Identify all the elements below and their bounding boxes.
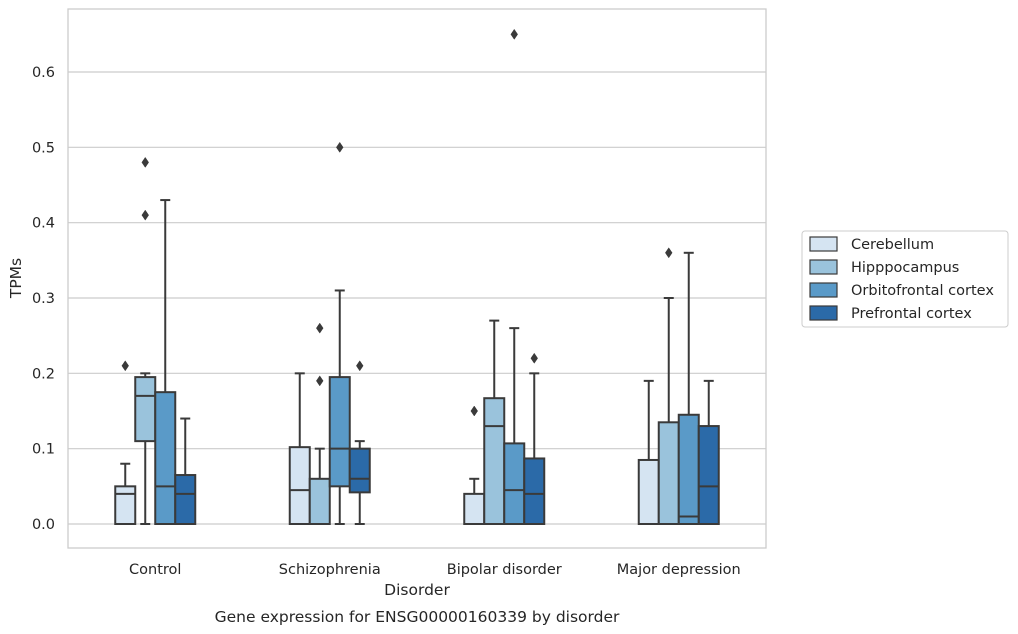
legend-swatch	[809, 236, 838, 252]
box-body	[174, 474, 197, 525]
box-prefrontal-cortex	[174, 417, 197, 525]
legend-swatch	[809, 259, 838, 275]
box-hipppocampus	[657, 247, 680, 525]
outlier-point	[316, 375, 324, 387]
box-body	[154, 391, 177, 525]
box-body	[328, 376, 351, 488]
box-prefrontal-cortex	[523, 352, 546, 525]
legend-swatch	[809, 305, 838, 321]
outlier-point	[530, 352, 538, 364]
outlier-point	[121, 360, 129, 372]
box-orbitofrontal-cortex	[503, 28, 526, 526]
box-hipppocampus	[134, 156, 157, 525]
y-tick-label: 0.5	[32, 140, 55, 156]
box-body	[677, 413, 700, 525]
box-body	[503, 442, 526, 526]
box-cerebellum	[463, 405, 486, 526]
x-axis-label: Disorder	[384, 581, 450, 599]
x-tick-label: Bipolar disorder	[447, 562, 562, 578]
legend-frame	[801, 230, 1009, 328]
legend-label: Hipppocampus	[851, 260, 959, 276]
box-orbitofrontal-cortex	[328, 141, 351, 525]
box-cerebellum	[114, 360, 137, 526]
box-prefrontal-cortex	[697, 379, 720, 526]
plot-frame	[67, 8, 767, 549]
box-body	[114, 485, 137, 526]
box-body	[288, 446, 311, 525]
y-tick-label: 0.2	[32, 366, 55, 382]
box-body	[637, 458, 660, 526]
outlier-point	[316, 322, 324, 334]
legend-label: Prefrontal cortex	[851, 306, 972, 322]
legend-label: Cerebellum	[851, 237, 934, 253]
box-orbitofrontal-cortex	[154, 199, 177, 525]
x-axis-ticks: Control Schizophrenia Bipolar disorder Majo…	[129, 562, 741, 578]
outlier-point	[510, 28, 518, 40]
box-orbitofrontal-cortex	[677, 251, 700, 525]
legend: Cerebellum Hipppocampus Orbitofrontal cort…	[801, 230, 1009, 328]
x-tick-label: Schizophrenia	[279, 562, 381, 578]
legend-label: Orbitofrontal cortex	[851, 283, 994, 299]
y-tick-label: 0.4	[32, 216, 55, 232]
y-tick-label: 0.1	[32, 442, 55, 458]
y-axis-label: TPMs	[7, 258, 25, 299]
x-tick-label: Major depression	[617, 562, 741, 578]
box-body	[134, 376, 157, 443]
y-tick-label: 0.0	[32, 517, 55, 533]
box-prefrontal-cortex	[348, 360, 371, 525]
box-body	[657, 421, 680, 525]
y-tick-label: 0.6	[32, 65, 55, 81]
box-hipppocampus	[483, 319, 506, 525]
outlier-point	[470, 405, 478, 417]
outlier-point	[141, 156, 149, 168]
y-axis-ticks: 0.0 0.1 0.2 0.3 0.4 0.5 0.6	[32, 65, 55, 533]
chart-caption: Gene expression for ENSG00000160339 by d…	[215, 608, 620, 626]
box-body	[697, 425, 720, 526]
box-hipppocampus	[308, 322, 331, 525]
box-cerebellum	[288, 372, 311, 525]
outlier-point	[665, 247, 673, 259]
box-body	[523, 457, 546, 525]
box-body	[308, 477, 331, 525]
box-cerebellum	[637, 379, 660, 526]
outlier-point	[141, 209, 149, 221]
outlier-point	[356, 360, 364, 372]
x-tick-label: Control	[129, 562, 181, 578]
legend-swatch	[809, 282, 838, 298]
box-body	[483, 397, 506, 525]
box-body	[348, 447, 371, 494]
y-tick-label: 0.3	[32, 291, 55, 307]
box-body	[463, 492, 486, 526]
plot-area	[114, 28, 720, 526]
outlier-point	[336, 141, 344, 153]
